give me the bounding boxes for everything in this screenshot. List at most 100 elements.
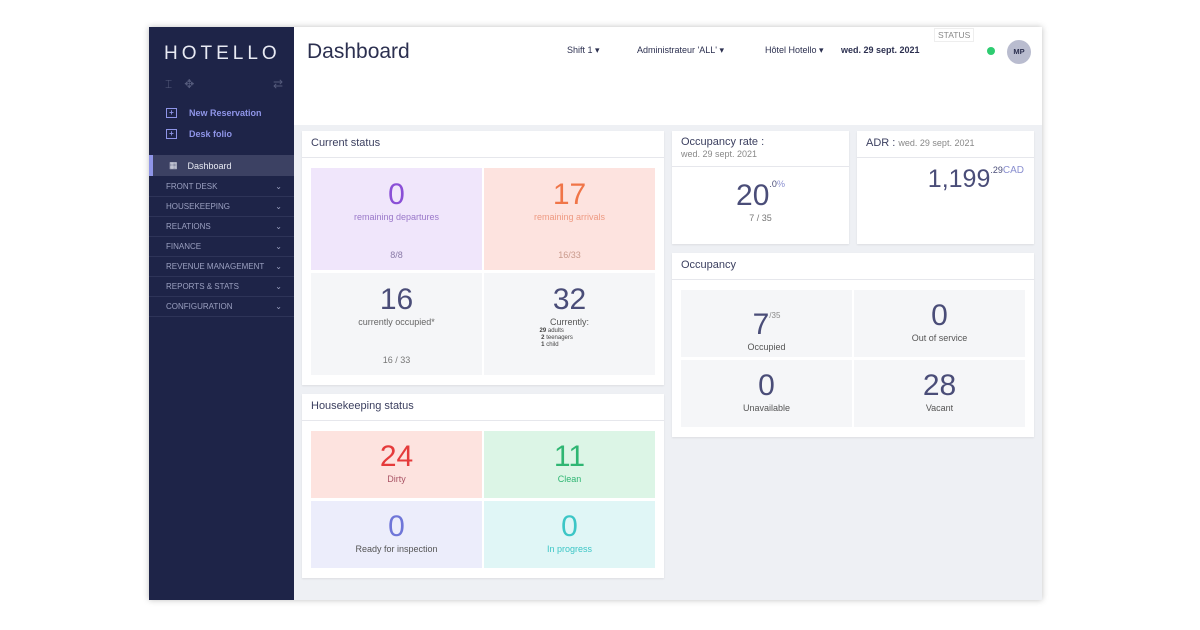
avatar[interactable]: MP: [1007, 40, 1031, 64]
user-select[interactable]: Administrateur 'ALL' ▾: [637, 45, 724, 56]
shift-label: Shift 1: [567, 45, 593, 55]
chevron-down-icon: ⌄: [275, 182, 282, 191]
child-count: 1: [541, 342, 545, 348]
in-progress-label: In progress: [546, 544, 593, 554]
rate-decimal: .0: [769, 179, 777, 189]
card-title: Occupancy rate : wed. 29 sept. 2021: [672, 131, 849, 167]
arrivals-value: 17: [552, 178, 587, 211]
chevron-down-icon: ⌄: [275, 222, 282, 231]
card-title: Occupancy: [672, 253, 1034, 280]
inspection-label: Ready for inspection: [355, 544, 438, 554]
sidebar-item-dashboard[interactable]: ▦ Dashboard: [149, 155, 294, 176]
hotel-select[interactable]: Hôtel Hotello ▾: [765, 45, 824, 56]
sidebar-item-housekeeping[interactable]: HOUSEKEEPING ⌄: [149, 197, 294, 217]
current-date: wed. 29 sept. 2021: [841, 45, 920, 55]
out-of-service-value: 0: [931, 299, 948, 332]
vacant-tile[interactable]: 28 Vacant: [854, 360, 1025, 427]
guest-breakdown: 29 adults 2 teenagers 1 child: [540, 328, 600, 349]
text-cursor-icon[interactable]: ⌶: [165, 77, 173, 91]
departures-label: remaining departures: [353, 212, 440, 222]
sidebar: HOTELLO ⌶ ✥ ⇄ + New Reservation + Desk folio…: [149, 27, 294, 600]
card-title: Housekeeping status: [302, 394, 664, 421]
occupied-value: 16: [379, 283, 414, 316]
departures-sub: 8/8: [390, 250, 403, 260]
arrivals-sub: 16/33: [558, 250, 581, 260]
caret-down-icon: ▾: [595, 45, 600, 55]
adults-label: adults: [547, 328, 564, 334]
sidebar-item-finance[interactable]: FINANCE ⌄: [149, 237, 294, 257]
nav-label: FRONT DESK: [166, 182, 218, 191]
sidebar-tools: ⌶ ✥ ⇄: [165, 77, 283, 92]
sidebar-item-relations[interactable]: RELATIONS ⌄: [149, 217, 294, 237]
sidebar-item-reports-stats[interactable]: REPORTS & STATS ⌄: [149, 277, 294, 297]
desk-folio-link[interactable]: + Desk folio: [166, 129, 232, 139]
nav-label: REPORTS & STATS: [166, 282, 239, 291]
guests-label: Currently:: [549, 317, 589, 327]
chevron-down-icon: ⌄: [275, 262, 282, 271]
swap-icon[interactable]: ⇄: [272, 77, 283, 91]
sidebar-item-front-desk[interactable]: FRONT DESK ⌄: [149, 177, 294, 197]
adr-card: ADR : wed. 29 sept. 2021 1,199.29CAD: [857, 131, 1034, 244]
new-reservation-link[interactable]: + New Reservation: [166, 108, 262, 118]
sidebar-item-revenue-management[interactable]: REVENUE MANAGEMENT ⌄: [149, 257, 294, 277]
move-icon[interactable]: ✥: [184, 77, 195, 91]
adr-title: ADR :: [866, 137, 896, 149]
adr-integer: 1,199: [927, 165, 991, 193]
occupancy-rate-date: wed. 29 sept. 2021: [681, 149, 758, 159]
housekeeping-card: Housekeeping status 24 Dirty 11 Clean 0 …: [302, 394, 664, 578]
unavailable-value: 0: [758, 369, 775, 402]
occupied-tile[interactable]: 16 currently occupied* 16 / 33: [311, 273, 482, 375]
current-status-card: Current status 0 remaining departures 8/…: [302, 131, 664, 385]
guests-tile[interactable]: 32 Currently: 29 adults 2 teenagers 1 ch…: [484, 273, 655, 375]
occupied-rooms-total: /35: [769, 311, 781, 320]
occupancy-rate-value: 20.0%: [672, 179, 849, 213]
clean-tile[interactable]: 11 Clean: [484, 431, 655, 498]
chevron-down-icon: ⌄: [275, 302, 282, 311]
new-reservation-label: New Reservation: [189, 108, 262, 118]
adr-currency: CAD: [1002, 165, 1024, 176]
sidebar-item-configuration[interactable]: CONFIGURATION ⌄: [149, 297, 294, 317]
nav-label: FINANCE: [166, 242, 202, 251]
nav-label: HOUSEKEEPING: [166, 202, 231, 211]
guests-value: 32: [552, 283, 587, 316]
teens-label: teenagers: [546, 335, 573, 341]
clean-label: Clean: [557, 474, 582, 484]
inspection-value: 0: [388, 510, 405, 543]
dirty-value: 24: [379, 440, 414, 473]
desk-folio-label: Desk folio: [189, 129, 233, 139]
shift-select[interactable]: Shift 1 ▾: [567, 45, 600, 56]
occupied-sub: 16 / 33: [382, 355, 411, 365]
unavailable-tile[interactable]: 0 Unavailable: [681, 360, 852, 427]
inspection-tile[interactable]: 0 Ready for inspection: [311, 501, 482, 568]
in-progress-value: 0: [561, 510, 578, 543]
occupancy-rate-sub: 7 / 35: [749, 213, 772, 223]
rate-unit: %: [776, 179, 785, 189]
occupied-rooms-label: Occupied: [747, 342, 786, 352]
status-label: STATUS: [934, 28, 975, 42]
chevron-down-icon: ⌄: [275, 242, 282, 251]
dashboard-label: Dashboard: [187, 160, 232, 171]
in-progress-tile[interactable]: 0 In progress: [484, 501, 655, 568]
hotel-label: Hôtel Hotello: [765, 45, 817, 55]
departures-value: 0: [388, 178, 405, 211]
occupancy-rate-card: Occupancy rate : wed. 29 sept. 2021 20.0%…: [672, 131, 849, 244]
out-of-service-tile[interactable]: 0 Out of service: [854, 290, 1025, 357]
out-of-service-label: Out of service: [911, 333, 968, 343]
arrivals-tile[interactable]: 17 remaining arrivals 16/33: [484, 168, 655, 270]
rate-integer: 20: [736, 179, 770, 212]
dirty-tile[interactable]: 24 Dirty: [311, 431, 482, 498]
clean-value: 11: [553, 440, 586, 473]
teens-count: 2: [541, 335, 545, 341]
adr-date: wed. 29 sept. 2021: [898, 138, 975, 148]
occupied-rooms-tile[interactable]: 7/35 Occupied: [681, 290, 852, 357]
logo: HOTELLO: [164, 43, 281, 64]
nav-label: RELATIONS: [166, 222, 211, 231]
departures-tile[interactable]: 0 remaining departures 8/8: [311, 168, 482, 270]
child-label: child: [546, 342, 559, 348]
arrivals-label: remaining arrivals: [533, 212, 606, 222]
nav-label: CONFIGURATION: [166, 302, 233, 311]
card-title: Current status: [302, 131, 664, 158]
occupancy-rate-title: Occupancy rate :: [681, 136, 765, 148]
occupied-label: currently occupied*: [358, 317, 435, 327]
caret-down-icon: ▾: [719, 45, 725, 55]
